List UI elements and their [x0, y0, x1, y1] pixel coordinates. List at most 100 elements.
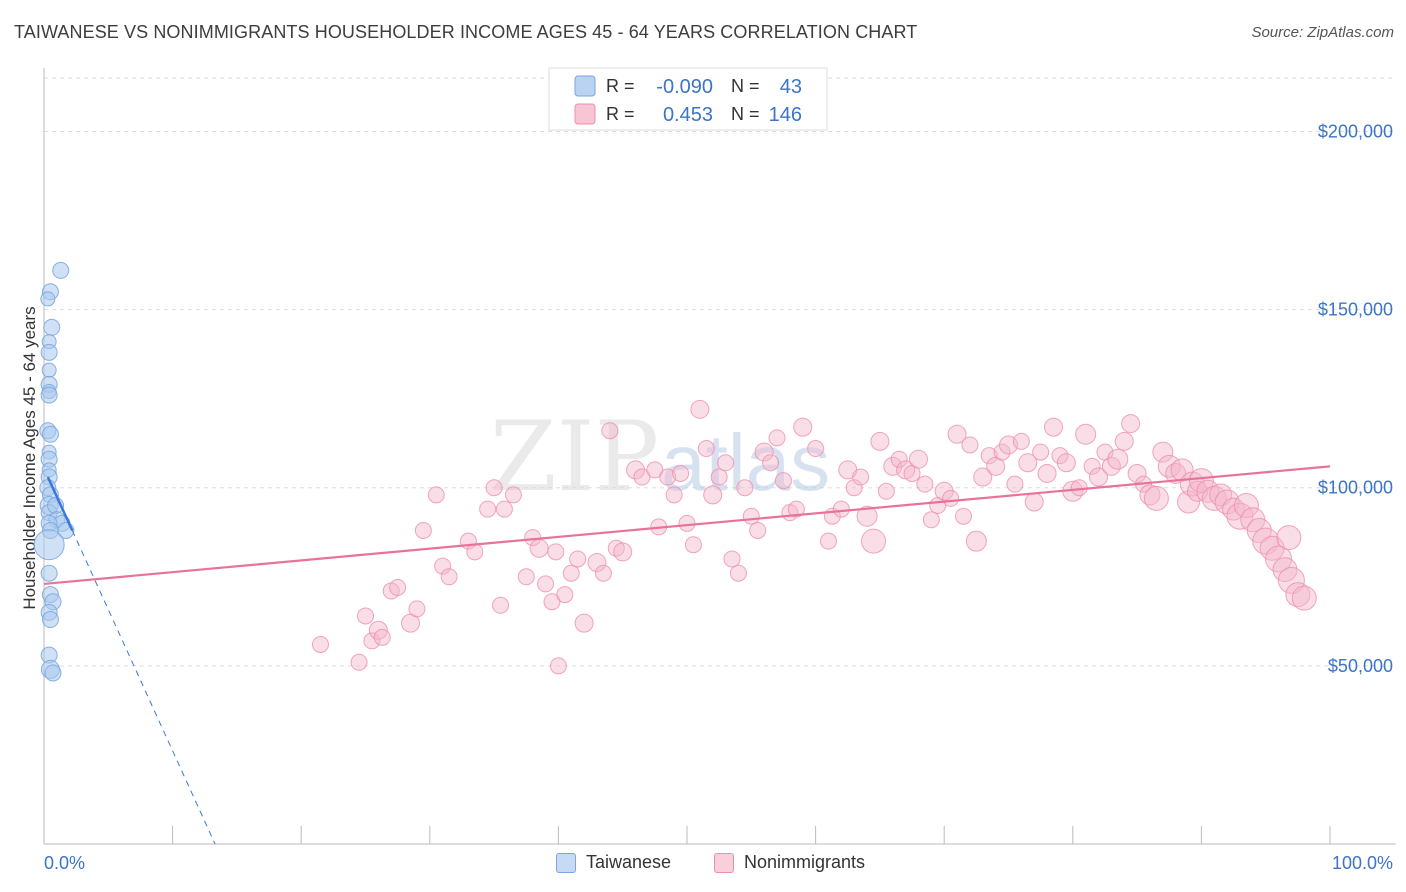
y-tick-labels: $50,000 $100,000 $150,000 $200,000: [1318, 121, 1393, 675]
nonimmigrants-point: [1012, 432, 1030, 450]
nonimmigrants-point: [768, 429, 786, 447]
nonimmigrants-point: [537, 575, 555, 593]
nonimmigrants-point: [440, 568, 458, 586]
y-tick-label: $50,000: [1328, 656, 1393, 676]
legend-swatch-taiwanese: [556, 852, 576, 873]
chart-title: TAIWANESE VS NONIMMIGRANTS HOUSEHOLDER I…: [14, 22, 918, 42]
nonimmigrants-point: [427, 486, 445, 504]
legend-item-nonimmigrants[interactable]: Nonimmigrants: [714, 852, 865, 873]
grid-lines: [44, 77, 1396, 667]
taiwanese-point: [43, 318, 61, 336]
nonimmigrants-point: [860, 528, 886, 554]
y-tick-label: $150,000: [1318, 300, 1393, 320]
nonimmigrants-point: [678, 514, 696, 532]
nonimmigrants-point: [856, 505, 878, 527]
nonimmigrants-point: [1037, 463, 1057, 483]
nonimmigrants-point: [607, 539, 625, 557]
nonimmigrants-point: [1114, 431, 1134, 451]
nonimmigrants-point: [646, 461, 664, 479]
nonimmigrants-point: [845, 479, 863, 497]
legend-label-taiwanese: Taiwanese: [586, 852, 672, 872]
nonimmigrants-point: [434, 557, 452, 575]
taiwanese-trend-line: [46, 476, 74, 531]
nonimmigrants-point: [357, 607, 374, 625]
taiwanese-point: [41, 611, 59, 629]
nonimmigrants-point: [350, 653, 368, 671]
legend-item-taiwanese[interactable]: Taiwanese: [556, 852, 671, 873]
nonimmigrants-point: [697, 440, 715, 458]
x-tick-label-start: 0.0%: [44, 853, 85, 873]
nonimmigrants-points: [311, 399, 1317, 675]
nonimmigrants-point: [547, 543, 565, 561]
stats-r-label: R =: [606, 76, 635, 96]
nonimmigrants-point: [973, 467, 993, 487]
nonimmigrants-point: [980, 447, 998, 465]
nonimmigrants-point: [479, 500, 497, 518]
nonimmigrants-point: [890, 450, 908, 468]
nonimmigrants-point: [672, 464, 690, 482]
nonimmigrants-point: [569, 550, 587, 568]
nonimmigrants-point: [389, 578, 407, 596]
taiwanese-points: [33, 261, 75, 682]
nonimmigrants-point: [965, 530, 987, 552]
nonimmigrants-point: [1056, 453, 1076, 473]
nonimmigrants-point: [942, 489, 960, 507]
taiwanese-point: [41, 425, 59, 443]
nonimmigrants-point: [633, 468, 651, 486]
nonimmigrants-point: [556, 586, 574, 604]
x-tick-labels: 0.0% 100.0%: [44, 853, 1393, 873]
nonimmigrants-point: [373, 628, 391, 646]
nonimmigrants-point: [793, 417, 813, 437]
taiwanese-point: [44, 664, 62, 682]
taiwanese-point: [40, 564, 58, 582]
nonimmigrants-point: [414, 521, 432, 539]
taiwanese-trend-extension: [71, 530, 216, 845]
source-label: Source: ZipAtlas.com: [1251, 24, 1394, 41]
nonimmigrants-point: [492, 596, 510, 614]
nonimmigrants-point: [852, 468, 870, 486]
nonimmigrants-point: [363, 632, 381, 650]
nonimmigrants-point: [832, 500, 850, 518]
stats-n-value: 146: [769, 104, 802, 126]
taiwanese-point: [33, 529, 65, 561]
trend-lines: [43, 465, 1331, 845]
nonimmigrants-point: [529, 538, 549, 558]
y-tick-label: $200,000: [1318, 121, 1393, 141]
nonimmigrants-point: [787, 500, 805, 518]
nonimmigrants-point: [659, 468, 677, 486]
nonimmigrants-point: [690, 399, 710, 419]
nonimmigrants-point: [717, 454, 735, 472]
nonimmigrants-point: [1152, 441, 1174, 463]
nonimmigrants-point: [1083, 457, 1101, 475]
bottom-legend: Taiwanese Nonimmigrants: [0, 852, 1406, 878]
watermark: ZIPatlas: [490, 401, 830, 513]
stats-legend: R = -0.090 N = 43 R = 0.453 N = 146: [548, 67, 828, 131]
nonimmigrants-point: [594, 564, 612, 582]
taiwanese-point: [40, 343, 58, 361]
taiwanese-point: [52, 261, 70, 279]
nonimmigrants-point: [1285, 582, 1311, 608]
taiwanese-point: [40, 291, 56, 307]
nonimmigrants-point: [819, 532, 837, 550]
nonimmigrants-point: [601, 422, 619, 440]
nonimmigrants-point: [1032, 443, 1050, 461]
nonimmigrants-point: [549, 657, 567, 675]
x-tick-label-end: 100.0%: [1332, 853, 1393, 873]
stats-n-label: N =: [731, 104, 760, 124]
nonimmigrants-point: [908, 449, 928, 469]
nonimmigrants-point: [762, 454, 780, 472]
taiwanese-point: [40, 386, 58, 404]
nonimmigrants-point: [1188, 468, 1214, 494]
stats-r-value: 0.453: [663, 104, 713, 126]
nonimmigrants-point: [703, 485, 723, 505]
nonimmigrants-point: [466, 543, 484, 561]
nonimmigrants-point: [1233, 493, 1259, 519]
nonimmigrants-point: [665, 486, 683, 504]
nonimmigrants-point: [961, 436, 979, 454]
nonimmigrants-point: [1291, 585, 1317, 611]
nonimmigrants-point: [710, 468, 728, 486]
watermark-text: ZIPatlas: [490, 401, 830, 513]
taiwanese-point: [41, 362, 57, 378]
nonimmigrants-point: [729, 564, 747, 582]
